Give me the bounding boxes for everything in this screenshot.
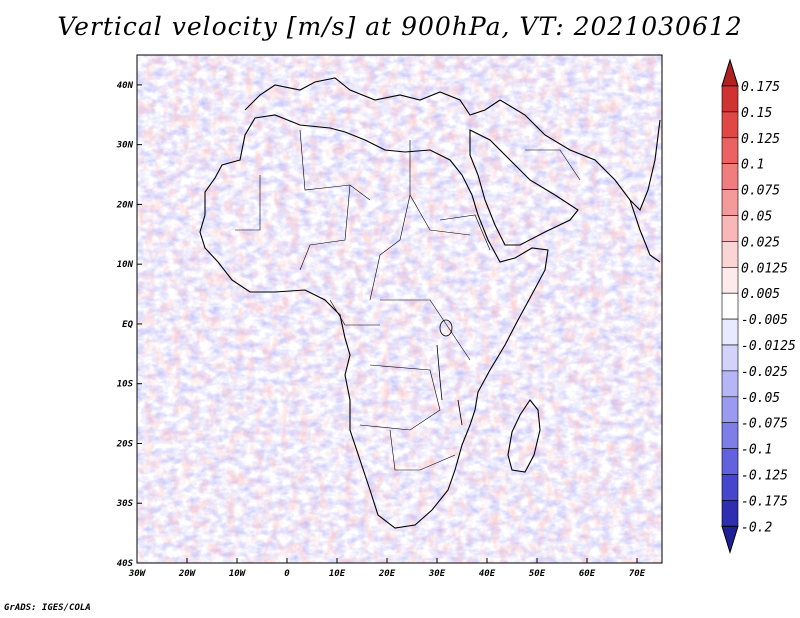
axis-labels: 30W 20W 10W 0 10E 20E 30E 40E 50E 60E 70E 40N 30N 20N… [116,81,646,579]
lakes [436,319,463,426]
lat-label: 40N [117,81,134,91]
colorbar-label: -0.125 [741,469,788,484]
credit-text: GrADS: IGES/COLA [4,603,91,613]
colorbar-swatch [721,474,739,501]
colorbar-swatch [721,500,739,527]
colorbar-label: 0.075 [741,184,780,199]
colorbar-label: 0.0125 [741,261,788,276]
lon-label: 60E [579,569,596,579]
colorbar-swatch [721,241,739,268]
lon-label: 30E [428,569,446,579]
colorbar-label: -0.2 [741,520,772,535]
europe-coastline [244,77,501,116]
lon-label: 0 [284,569,290,579]
colorbar-label: -0.025 [741,365,788,380]
colorbar-swatch [721,266,739,294]
lon-label: 20E [378,569,396,579]
africa-coastline [199,114,549,529]
map-title: Vertical velocity [m/s] at 900hPa, VT: 2… [57,12,743,41]
lat-label: 10S [117,380,134,390]
colorbar-swatch [721,189,739,216]
colorbar-label: -0.05 [741,391,780,406]
lon-label: 50E [529,569,546,579]
colorbar-label: 0.1 [741,158,764,173]
colorbar-swatch [721,448,739,475]
colorbar-swatch [721,318,739,346]
lon-label: 40E [479,569,496,579]
colorbar-swatch [721,85,739,113]
arabia-coastline [469,129,579,246]
lat-label: 20N [116,200,134,210]
lat-label: 30N [116,141,134,151]
plot-frame [136,54,663,564]
lat-label: 20S [116,439,134,449]
velocity-field [137,55,662,563]
colorbar-swatch [721,163,739,190]
colorbar-label: 0.005 [741,287,780,302]
colorbar-bottom-arrow [721,525,739,555]
colorbar-label: -0.005 [741,313,788,328]
asia-coastline [499,99,661,211]
coastlines [199,77,661,529]
colorbar-swatch [721,111,739,139]
lat-label: 10N [117,260,134,270]
colorbar-label: -0.075 [741,417,788,432]
colorbar-label: -0.175 [741,494,788,509]
madagascar-coastline [507,399,541,473]
colorbar-swatch [721,422,739,449]
colorbar-label: 0.05 [741,210,772,225]
colorbar-swatch [721,370,739,398]
lon-label: 10E [329,569,346,579]
lon-label: 20W [178,569,197,579]
colorbar-swatch [721,292,739,320]
lon-label: 70E [629,569,646,579]
colorbar-label: -0.0125 [741,339,796,354]
india-coastline [629,199,661,263]
colorbar-label: 0.125 [741,132,780,147]
colorbar-label: 0.175 [741,80,780,95]
lon-label: 30W [128,569,147,579]
colorbar-swatch [721,344,739,372]
colorbar: 0.175 0.15 0.125 0.1 0.075 0.05 0.025 0.0125 0.0… [721,58,796,555]
colorbar-swatch [721,137,739,165]
country-borders [235,129,581,471]
lat-label: 40S [117,559,134,569]
colorbar-label: 0.15 [741,106,772,121]
colorbar-swatch [721,215,739,242]
colorbar-top-arrow [721,58,739,87]
lat-label: EQ [122,320,133,330]
colorbar-swatch [721,396,739,423]
lon-label: 10W [229,569,247,579]
colorbar-label: 0.025 [741,235,780,250]
lat-label: 30S [116,499,134,509]
colorbar-label: -0.1 [741,443,772,458]
